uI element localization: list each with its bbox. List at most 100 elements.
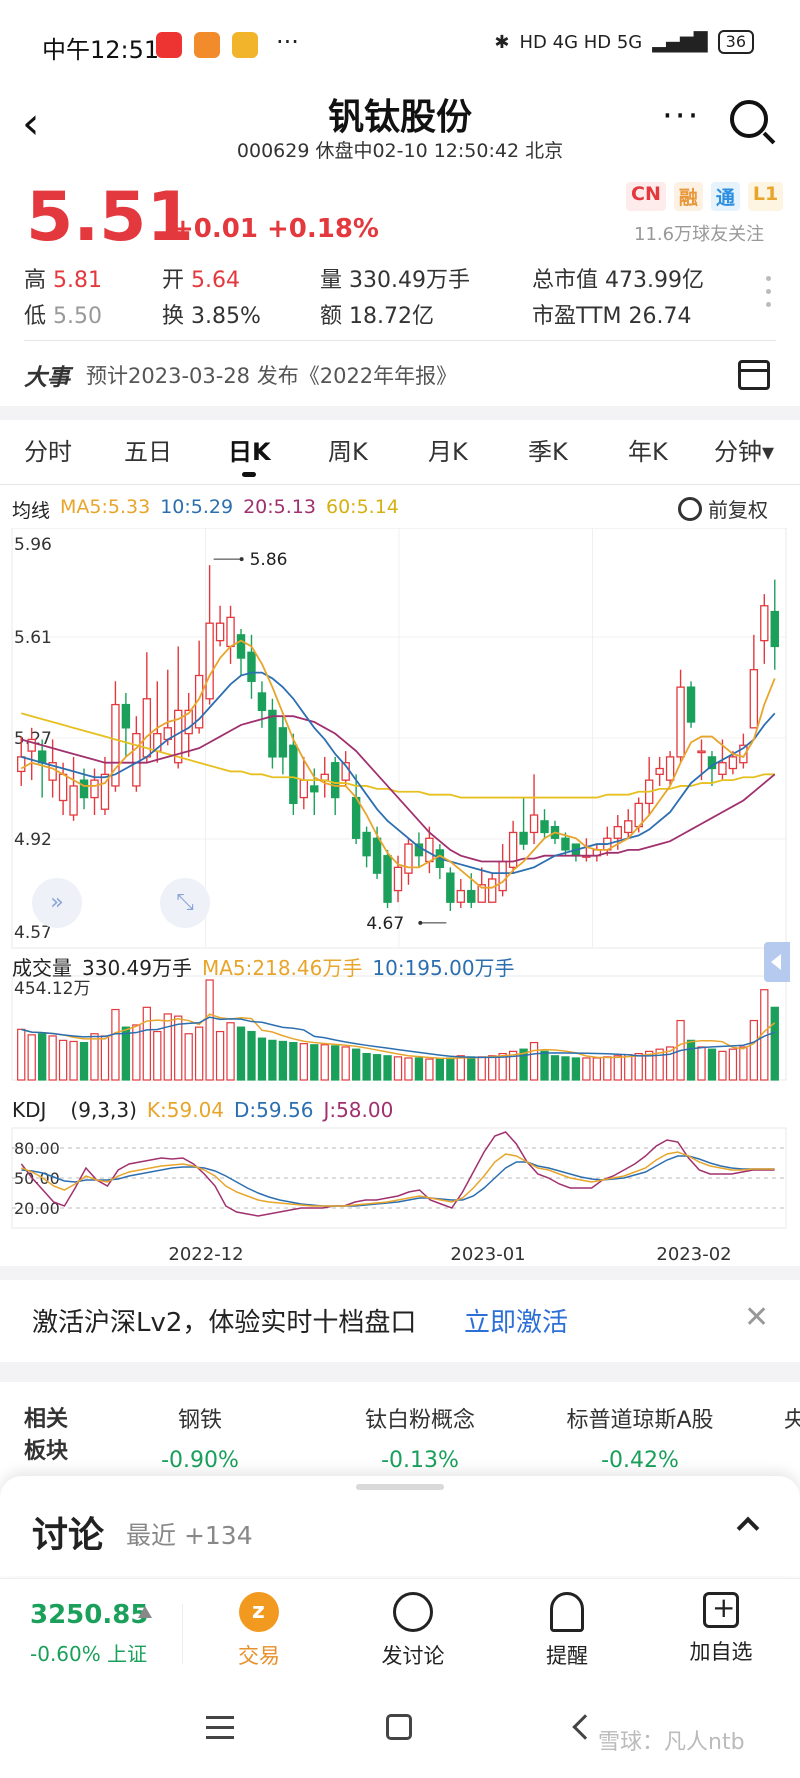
nav-alert[interactable]: 提醒 (512, 1592, 622, 1670)
candle-body (760, 605, 769, 642)
candle-body (655, 767, 664, 775)
quote-volume: 量 330.49万手 (320, 262, 470, 294)
sector-name: 钢铁 (177, 1408, 222, 1433)
sector-name: 标普道琼斯A股 (566, 1408, 714, 1433)
candle-body (79, 779, 89, 799)
tab-intraday[interactable]: 分时 (24, 438, 72, 466)
badge-margin[interactable]: 融 (673, 182, 703, 211)
kdj-params: (9,3,3) (70, 1098, 137, 1122)
quote-low: 低 5.50 (24, 298, 102, 330)
divider (24, 340, 776, 341)
x-axis-label: 2022-12 (168, 1244, 243, 1265)
ma60-value: 60:5.14 (325, 496, 399, 518)
kline-chart[interactable]: 5.965.615.274.924.57 5.864.67 454.12万 80… (0, 528, 800, 1268)
search-icon[interactable] (730, 100, 768, 138)
volume-bar (17, 1028, 26, 1081)
volume-ma5-line (21, 1013, 776, 1060)
divider (182, 1604, 183, 1664)
badge-l1[interactable]: L1 (747, 182, 784, 211)
tab-yearly-k[interactable]: 年K (628, 438, 668, 466)
candle-body (487, 878, 497, 903)
active-tab-indicator (242, 472, 256, 477)
back-button[interactable]: ‹ (22, 98, 40, 149)
nav-watchlist[interactable]: + 加自选 (666, 1591, 776, 1666)
activate-link[interactable]: 立即激活 (464, 1308, 569, 1338)
y-axis-label: 4.92 (14, 830, 52, 850)
tab-monthly-k[interactable]: 月K (428, 438, 468, 466)
candle-body (529, 814, 539, 834)
candle-body (194, 674, 204, 729)
market-cap-label: 总市值 (532, 268, 599, 293)
candle-body (456, 889, 466, 903)
kdj-j-line (20, 1131, 775, 1217)
index-value[interactable]: 3250.85 (30, 1600, 149, 1630)
event-text[interactable]: 预计2023-03-28 发布《2022年年报》 (86, 364, 458, 388)
fullscreen-button[interactable]: ⤡ (160, 878, 210, 928)
amount-label: 额 (320, 304, 343, 329)
tab-daily-k[interactable]: 日K (228, 438, 271, 466)
candle-body (404, 843, 413, 874)
tab-weekly-k[interactable]: 周K (328, 438, 368, 466)
volume-bar (425, 1058, 434, 1081)
candle-body (268, 709, 277, 758)
more-options-button[interactable]: ··· (662, 96, 701, 136)
index-arrow-icon (138, 1606, 152, 1618)
sector-item[interactable]: 钛白粉概念 -0.13% (330, 1402, 510, 1473)
candle-body (749, 669, 759, 729)
volume-bar (739, 1046, 748, 1081)
section-separator (0, 406, 800, 420)
volume-bar (749, 1019, 758, 1081)
section-separator (0, 1362, 800, 1382)
candle-body (205, 622, 214, 700)
quote-high: 高 5.81 (24, 262, 102, 294)
volume-bar (393, 1056, 403, 1081)
ma10-line (20, 671, 776, 875)
discussion-sheet[interactable] (0, 1476, 800, 1576)
nav-post[interactable]: 发讨论 (358, 1592, 468, 1670)
lv2-banner[interactable] (0, 1280, 800, 1360)
low-note-label: 4.67 (366, 914, 404, 934)
sector-item[interactable]: 钢铁 -0.90% (130, 1402, 270, 1473)
volume-bar (624, 1054, 633, 1081)
volume-bar (707, 1048, 717, 1081)
volume-bar (184, 1033, 193, 1081)
badge-cn[interactable]: CN (626, 182, 666, 211)
volume-bar (446, 1057, 455, 1081)
notification-shop-icon (194, 32, 220, 58)
volume-bar (236, 1026, 246, 1081)
close-icon[interactable]: ✕ (744, 1300, 770, 1335)
badge-connect[interactable]: 通 (710, 182, 740, 211)
volume-bar (48, 1035, 57, 1081)
sector-item[interactable]: 央 (784, 1402, 800, 1434)
kdj-k-line (21, 1151, 775, 1207)
volume-bar (100, 1035, 110, 1081)
tab-five-day[interactable]: 五日 (124, 438, 172, 466)
candle-body (17, 756, 26, 773)
menu-icon[interactable] (206, 1716, 234, 1746)
kdj-label: KDJ (12, 1098, 47, 1122)
volume-bar (90, 1033, 99, 1081)
home-icon[interactable] (386, 1714, 412, 1740)
calendar-icon[interactable] (738, 360, 770, 390)
nav-trade[interactable]: z 交易 (204, 1592, 314, 1670)
volume-bar (718, 1050, 727, 1081)
candle-body (718, 762, 727, 775)
watermark: 雪球：凡人ntb (598, 1730, 745, 1755)
ma10-value: 10:5.29 (160, 496, 234, 518)
sheet-drag-handle[interactable] (356, 1484, 444, 1490)
low-note-dot (418, 920, 423, 925)
expand-left-button[interactable]: » (32, 878, 82, 928)
adjust-button[interactable]: 前复权 (678, 494, 768, 523)
expand-quote-icon[interactable] (766, 276, 772, 315)
sector-item[interactable]: 标普道琼斯A股 -0.42% (550, 1402, 730, 1473)
tab-minute[interactable]: 分钟▾ (714, 438, 775, 466)
nav-watchlist-label: 加自选 (689, 1640, 753, 1664)
candle-body (540, 820, 549, 834)
tab-quarterly-k[interactable]: 季K (528, 438, 568, 466)
candle-body (247, 651, 256, 682)
status-bar: 中午12:51 ··· ✱ HD 4G HD 5G ▂▄▆█ 36 (0, 0, 800, 90)
stock-code-status: 000629 休盘中02-10 12:50:42 北京 (236, 140, 564, 162)
candle-body (665, 756, 675, 781)
side-panel-toggle[interactable] (764, 942, 790, 982)
volume-bar (163, 1013, 172, 1081)
